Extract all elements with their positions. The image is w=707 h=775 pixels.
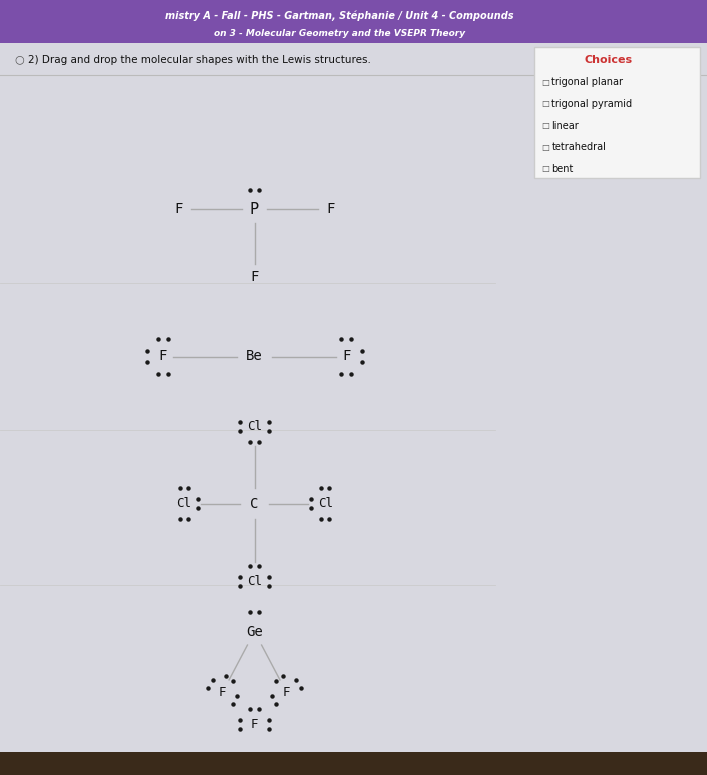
Text: Choices: Choices	[585, 56, 633, 65]
Text: Ge: Ge	[246, 625, 263, 639]
Text: 2) Drag and drop the molecular shapes with the Lewis structures.: 2) Drag and drop the molecular shapes wi…	[28, 55, 371, 64]
Text: tetrahedral: tetrahedral	[551, 143, 607, 152]
Text: Be: Be	[246, 350, 263, 363]
Text: C: C	[250, 497, 259, 511]
Text: F: F	[251, 718, 258, 731]
Text: F: F	[250, 270, 259, 284]
Text: F: F	[174, 202, 182, 216]
Text: bent: bent	[551, 164, 574, 174]
Text: mistry A - Fall - PHS - Gartman, Stéphanie / Unit 4 - Compounds: mistry A - Fall - PHS - Gartman, Stéphan…	[165, 11, 513, 22]
Text: ○: ○	[14, 55, 24, 64]
Text: □: □	[541, 121, 549, 130]
Text: linear: linear	[551, 121, 579, 130]
Text: Cl: Cl	[247, 420, 262, 432]
Text: □: □	[541, 164, 549, 174]
Text: Cl: Cl	[317, 498, 333, 510]
Text: F: F	[219, 686, 226, 698]
Text: F: F	[158, 350, 167, 363]
Text: □: □	[541, 99, 549, 109]
Text: Cl: Cl	[176, 498, 192, 510]
Text: □: □	[541, 78, 549, 87]
Text: F: F	[342, 350, 351, 363]
Text: on 3 - Molecular Geometry and the VSEPR Theory: on 3 - Molecular Geometry and the VSEPR …	[214, 29, 465, 38]
Text: trigonal pyramid: trigonal pyramid	[551, 99, 633, 109]
Text: P: P	[250, 202, 259, 217]
Text: □: □	[541, 143, 549, 152]
Bar	[0, 752, 707, 775]
Text: trigonal planar: trigonal planar	[551, 78, 624, 87]
Text: F: F	[327, 202, 335, 216]
Bar	[0, 0, 707, 43]
Text: Cl: Cl	[247, 575, 262, 587]
Text: F: F	[283, 686, 290, 698]
Bar	[534, 46, 700, 178]
